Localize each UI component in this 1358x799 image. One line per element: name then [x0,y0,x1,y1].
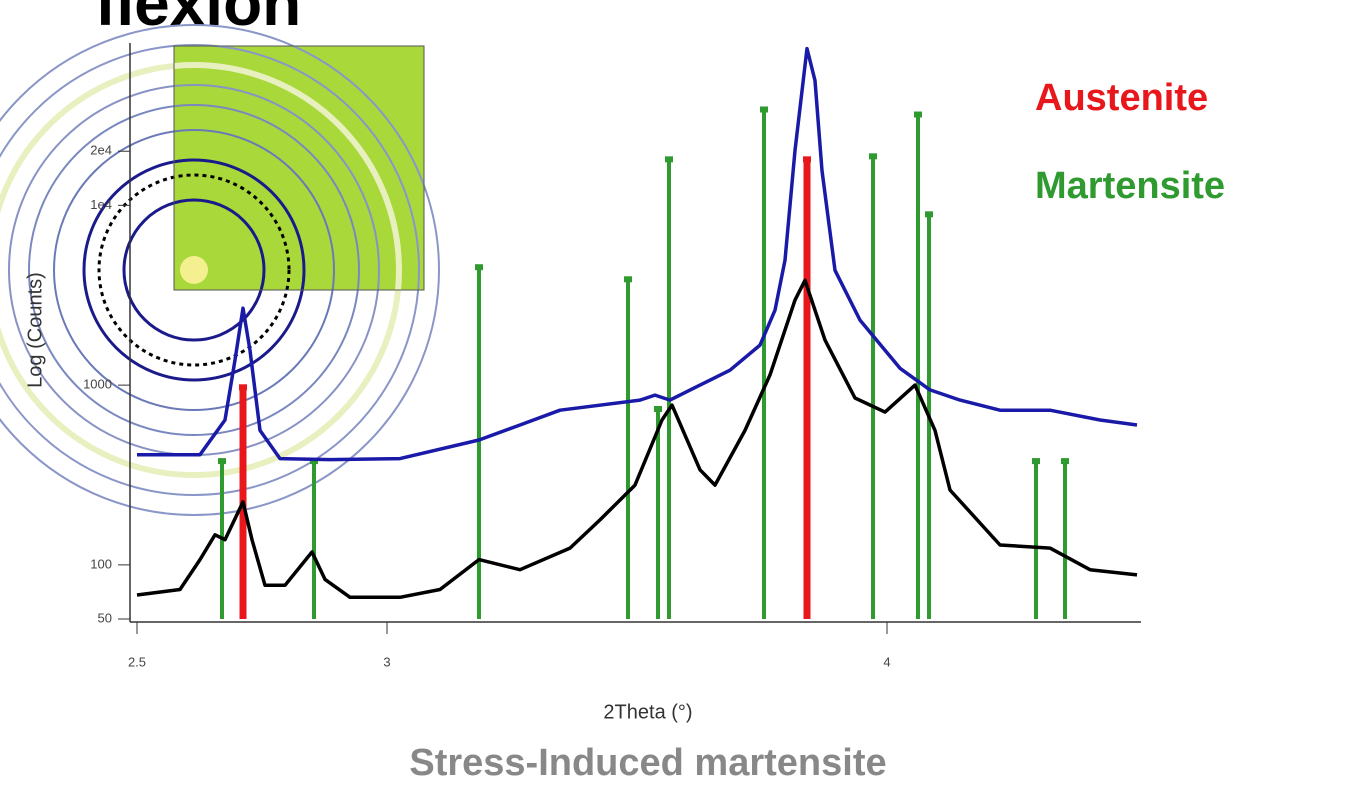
x-tick-label: 2.5 [128,654,146,669]
stick-cap [239,384,247,390]
stick-cap [218,458,226,464]
stick-cap [665,156,673,162]
stick-cap [925,211,933,217]
legend-label: Martensite [1035,165,1225,207]
stick-cap [654,406,662,412]
stick-cap [1032,458,1040,464]
page: {"chart_data": { "type": "line", "title"… [0,0,1358,794]
y-tick-label: 50 [98,610,112,625]
legend-label: Austenite [1035,77,1208,119]
y-tick-label: 1e4 [90,197,112,212]
chart-title: flexion [95,0,301,39]
stick-cap [475,264,483,270]
stick-cap [1061,458,1069,464]
y-axis-label: Log (Counts) [24,272,46,388]
y-tick-label: 1000 [83,377,112,392]
inset-image [0,25,439,515]
x-tick-label: 3 [383,654,390,669]
stick-cap [869,153,877,159]
stick-cap [624,276,632,282]
caption: Stress-Induced martensite [409,742,886,784]
y-tick-label: 100 [90,556,112,571]
stick-cap [914,112,922,118]
x-tick-label: 4 [883,654,890,669]
chart: flexion 2Theta (°) Log (Counts) Stress-I… [0,0,1358,794]
y-tick-label: 2e4 [90,143,112,158]
stick-cap [760,106,768,112]
stick-cap [803,156,811,162]
x-axis-label: 2Theta (°) [603,701,692,723]
